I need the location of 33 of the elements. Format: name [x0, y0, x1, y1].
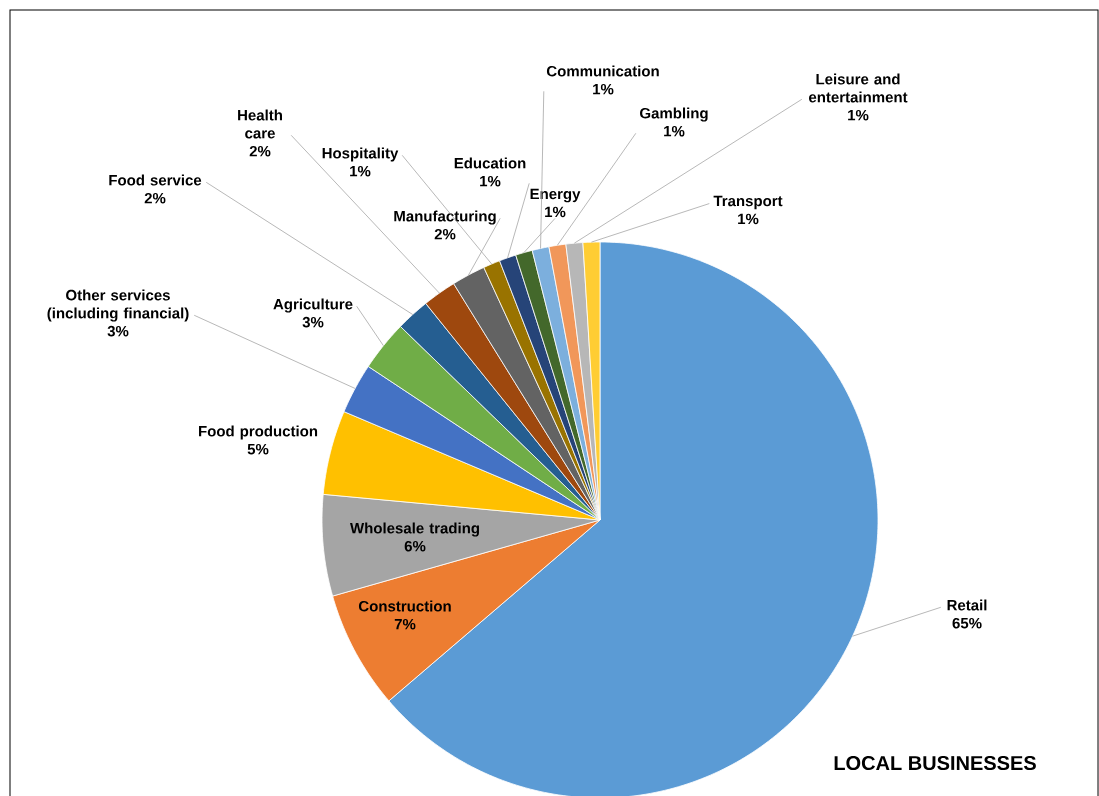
data-label: 7%	[394, 618, 416, 630]
data-label: 1%	[545, 206, 566, 218]
slice-label: Food production	[199, 425, 318, 440]
data-label: 2%	[144, 192, 166, 204]
slice-label: Agriculture	[273, 298, 353, 313]
slice-label: Transport	[713, 195, 783, 210]
data-label: 1%	[350, 165, 371, 177]
slice-label: Food service	[109, 174, 202, 186]
data-label: 1%	[664, 125, 685, 137]
data-label: 1%	[593, 83, 614, 95]
slice-label: Communication	[546, 65, 659, 77]
slice-label: Construction	[358, 600, 451, 612]
slice-label: Retail	[947, 599, 987, 611]
data-label: 1%	[738, 213, 759, 225]
data-label: 6%	[404, 540, 426, 552]
slice-label: Hospitality	[322, 147, 399, 162]
slice-label: Wholesale trading	[350, 522, 480, 537]
slice-label: Leisure and entertainment	[809, 73, 908, 103]
data-label: 65%	[952, 617, 982, 629]
data-label: 3%	[107, 325, 129, 337]
data-label: 2%	[434, 228, 456, 240]
data-label: 1%	[480, 175, 501, 187]
data-label: 1%	[848, 109, 869, 121]
slice-label: Manufacturing	[394, 210, 496, 225]
slice-label: Education	[454, 157, 526, 169]
data-label: 2%	[249, 145, 271, 157]
slice-label: Energy	[530, 188, 581, 203]
data-label: 3%	[302, 316, 324, 328]
slice-label: Gambling	[640, 107, 708, 122]
data-label: 5%	[247, 443, 269, 455]
slice-label: Other services (including financial)	[47, 289, 189, 322]
slice-label: Health care	[238, 109, 282, 139]
text: LOCAL BUSINESSES	[834, 755, 1036, 771]
